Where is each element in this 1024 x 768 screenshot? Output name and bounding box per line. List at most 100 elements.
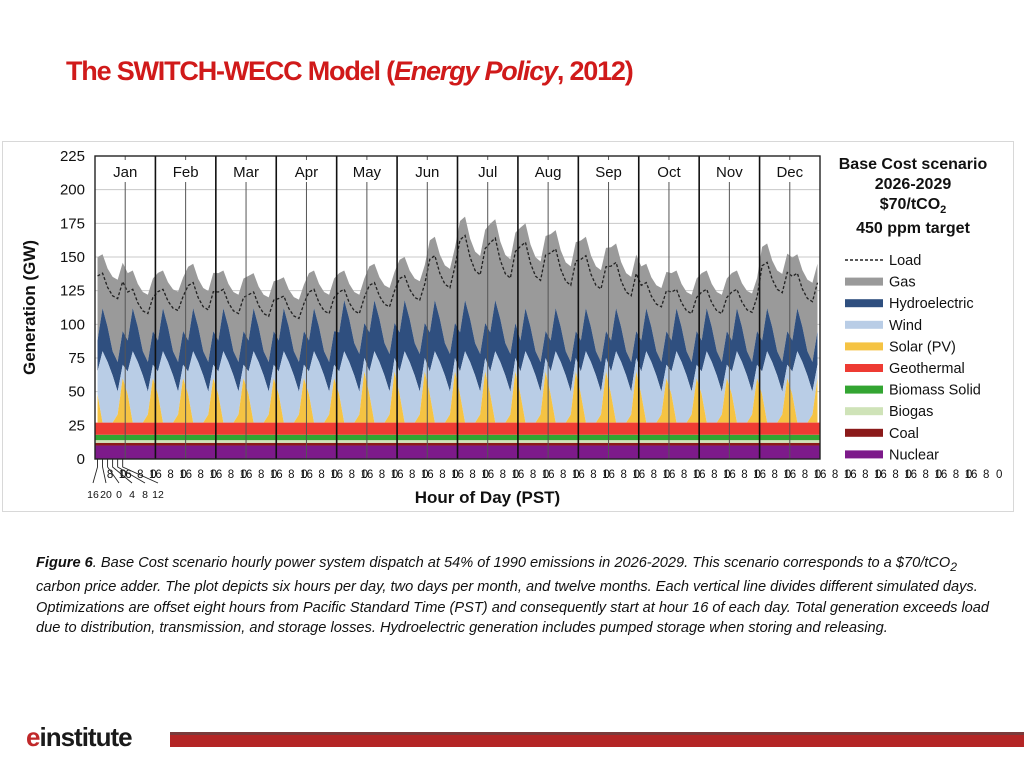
legend-swatch-geothermal (845, 364, 883, 372)
month-label-box (769, 160, 810, 182)
x-tick-label: 16 (753, 469, 766, 481)
x-tick-label: 8 (198, 469, 204, 481)
month-label-box (165, 160, 206, 182)
einstitute-logo: einstitute (26, 722, 133, 756)
x-tick-label: 0 (241, 469, 247, 481)
chart-title-line: 2026-2029 (875, 176, 952, 193)
caption-label: Figure 6 (36, 555, 93, 571)
x-tick-label: 8 (953, 469, 959, 481)
wind-area (97, 351, 818, 423)
x-tick-label: 0 (331, 469, 337, 481)
footer-bar (170, 732, 1024, 747)
x-tick-label: 8 (651, 469, 657, 481)
x-tick-label: 16 (451, 469, 464, 481)
x-tick-label: 0 (694, 469, 700, 481)
x-detail-leader (117, 459, 146, 484)
x-tick-label: 16 (632, 469, 645, 481)
x-tick-label: 0 (996, 469, 1002, 481)
legend-label-biomass-solid: Biomass Solid (889, 383, 981, 399)
x-tick-label: 0 (452, 469, 458, 481)
x-detail-label: 4 (129, 489, 135, 501)
x-tick-label: 0 (664, 469, 670, 481)
x-tick-label: 8 (288, 469, 294, 481)
x-tick-label: 8 (802, 469, 808, 481)
figure-caption: Figure 6. Base Cost scenario hourly powe… (36, 553, 996, 639)
y-tick-label: 200 (60, 182, 85, 199)
caption-text-2: carbon price adder. The plot depicts six… (36, 579, 990, 637)
x-tick-label: 0 (482, 469, 488, 481)
x-tick-label: 8 (711, 469, 717, 481)
y-tick-label: 150 (60, 249, 85, 266)
y-tick-label: 175 (60, 215, 85, 232)
y-tick-label: 125 (60, 283, 85, 300)
month-label-box (588, 160, 629, 182)
caption-text-1: . Base Cost scenario hourly power system… (92, 555, 951, 571)
x-tick-label: 16 (814, 469, 827, 481)
x-detail-label: 20 (100, 489, 112, 501)
x-tick-label: 8 (590, 469, 596, 481)
x-tick-label: 8 (620, 469, 626, 481)
x-tick-label: 0 (905, 469, 911, 481)
legend-swatch-hydroelectric (845, 299, 883, 308)
x-tick-label: 16 (149, 469, 162, 481)
month-label-box (467, 160, 508, 182)
legend-label-biogas: Biogas (889, 404, 933, 420)
x-detail-leader (102, 459, 107, 484)
x-tick-label: 0 (271, 469, 277, 481)
legend-label-geothermal: Geothermal (889, 361, 965, 377)
y-axis-label: Generation (GW) (20, 240, 39, 375)
title-main: The SWITCH-WECC Model ( (66, 56, 395, 86)
month-label-box (407, 160, 448, 182)
x-detail-label: 8 (142, 489, 148, 501)
x-tick-label: 0 (724, 469, 730, 481)
x-tick-label: 0 (301, 469, 307, 481)
x-tick-label: 16 (421, 469, 434, 481)
x-tick-label: 16 (481, 469, 494, 481)
x-tick-label: 16 (602, 469, 615, 481)
month-label: Feb (173, 164, 199, 181)
x-tick-label: 16 (119, 469, 132, 481)
month-label: Jun (415, 164, 439, 181)
x-tick-label: 16 (663, 469, 676, 481)
legend-label-gas: Gas (889, 275, 916, 291)
month-label: Apr (295, 164, 318, 181)
y-tick-label: 75 (68, 350, 85, 367)
legend-label-solar-pv: Solar (PV) (889, 339, 956, 355)
legend-label-load: Load (889, 253, 921, 269)
chart-title-line: 450 ppm target (856, 220, 970, 237)
caption-sub: 2 (950, 559, 957, 574)
x-tick-label: 16 (240, 469, 253, 481)
chart-title-line: Base Cost scenario (839, 156, 988, 173)
x-tick-label: 16 (360, 469, 373, 481)
x-tick-label: 16 (300, 469, 313, 481)
x-tick-label: 8 (560, 469, 566, 481)
month-label: Aug (535, 164, 562, 181)
x-tick-label: 0 (936, 469, 942, 481)
y-tick-label: 100 (60, 316, 85, 333)
x-tick-label: 8 (318, 469, 324, 481)
y-tick-label: 25 (68, 417, 85, 434)
x-tick-label: 16 (209, 469, 222, 481)
x-tick-label: 8 (107, 469, 113, 481)
month-label-box (709, 160, 750, 182)
x-tick-label: 8 (379, 469, 385, 481)
legend-label-hydroelectric: Hydroelectric (889, 296, 974, 312)
dispatch-chart: Jan Feb Mar Apr May Jun Jul Aug Sep Oct Nov Dec 0 25 5… (20, 148, 1002, 507)
x-tick-label: 0 (785, 469, 791, 481)
x-tick-label: 0 (634, 469, 640, 481)
title-journal: Energy Policy (393, 56, 558, 86)
x-detail-leader (92, 459, 98, 484)
slide-title: The SWITCH-WECC Model (Energy Policy, 20… (66, 56, 634, 87)
legend-label-wind: Wind (889, 318, 922, 334)
x-tick-label: 0 (573, 469, 579, 481)
x-detail-leader (112, 459, 133, 484)
month-label-box (528, 160, 569, 182)
month-label: Oct (657, 164, 681, 181)
x-tick-label: 8 (983, 469, 989, 481)
x-tick-label: 8 (500, 469, 506, 481)
x-tick-label: 8 (862, 469, 868, 481)
x-tick-label: 0 (392, 469, 398, 481)
x-tick-label: 16 (330, 469, 343, 481)
x-tick-label: 16 (783, 469, 796, 481)
x-tick-label: 0 (754, 469, 760, 481)
